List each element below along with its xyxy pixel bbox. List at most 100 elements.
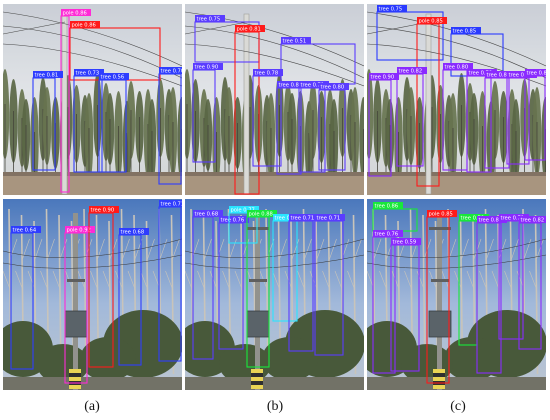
detection-label: tree 0.71 — [161, 202, 183, 208]
label-tag — [193, 63, 223, 70]
ground — [3, 172, 182, 195]
label-tag — [11, 226, 41, 233]
detection-tree: tree 0.71 — [498, 214, 529, 340]
label-tag — [467, 69, 497, 76]
ground — [3, 377, 182, 390]
label-tag — [443, 63, 473, 70]
label-tag — [373, 230, 403, 237]
detection-label: pole 0.86 — [63, 11, 87, 17]
detection-label: tree 0.85 — [453, 29, 477, 35]
detection-pole: pole 0.85 — [416, 17, 447, 187]
utility-pole — [425, 13, 432, 195]
panel-a-top: pole 0.86 pole 0.86 tree 0.81 tree 0.73 tree… — [3, 4, 182, 195]
label-tag — [373, 202, 403, 209]
utility-pole-transformer — [428, 213, 452, 390]
panel-b-bottom: tree 0.68 tree 0.76 pole 0.77 pole 0.88 tree… — [185, 199, 364, 390]
panel-b-top: tree 0.75 pole 0.81 tree 0.51 tree 0.90 tree… — [185, 4, 364, 195]
detection-label: pole 0.81 — [237, 27, 261, 33]
detection-tree: tree 0.76 — [218, 216, 249, 350]
label-tag — [219, 216, 249, 223]
detection-label: tree 0.71 — [501, 216, 525, 222]
detection-tree: tree 0.59 — [390, 238, 421, 372]
detection-label: tree 0.70 — [161, 69, 183, 75]
detection-tree: tree 0.64 — [10, 226, 41, 370]
detection-label: tree 0.71 — [291, 216, 315, 222]
detection-label: tree 0.79 — [469, 71, 493, 77]
label-tag — [193, 210, 223, 217]
caption-c: (c) — [450, 399, 466, 414]
detection-label: tree 0.51 — [283, 39, 307, 45]
panel-c-bottom: tree 0.86 tree 0.76 tree 0.59 pole 0.85 tree… — [367, 199, 546, 390]
detection-tree: tree 0.76 — [372, 230, 403, 374]
detection-label: tree 0.68 — [195, 212, 219, 218]
detection-label: pole 0.85 — [429, 212, 453, 218]
detection-label: tree 0.82 — [399, 69, 423, 75]
label-tag — [459, 214, 489, 221]
ground — [185, 377, 364, 390]
detection-label: pole 0.86 — [72, 23, 96, 29]
detection-tree: tree 0.70 — [158, 67, 183, 185]
detection-tree: tree 0.80 — [476, 216, 507, 374]
detection-label: tree 0.82 — [509, 73, 533, 79]
detection-tree: tree 0.71 — [314, 214, 345, 356]
detection-label: tree 0.90 — [371, 75, 395, 81]
detection-label: tree 0.75 — [379, 7, 403, 13]
detection-pole: pole 0.81 — [234, 25, 265, 195]
label-tag — [315, 214, 345, 221]
detection-label: tree 0.68 — [121, 230, 145, 236]
detection-label: tree 0.54 — [275, 216, 299, 222]
caption-a: (a) — [84, 399, 100, 414]
detection-label: tree 0.81 — [35, 73, 59, 79]
power-lines — [185, 238, 364, 269]
ground — [185, 172, 364, 195]
label-tag — [391, 238, 421, 245]
detection-tree: tree 0.68 — [118, 228, 149, 366]
detection-label: tree 0.86 — [487, 73, 511, 79]
label-tag — [195, 15, 225, 22]
detection-label: tree 0.75 — [197, 17, 221, 23]
detection-label: tree 0.76 — [221, 218, 245, 224]
label-tag — [319, 83, 349, 90]
label-tag — [70, 21, 100, 28]
detection-pole: pole 0.92 — [64, 226, 95, 384]
detection-tree: tree 0.56 — [98, 73, 129, 173]
detection-label: tree 0.82 — [521, 218, 545, 224]
label-tag — [277, 81, 307, 88]
panel-b-top-image: tree 0.75 pole 0.81 tree 0.51 tree 0.90 tree… — [185, 4, 364, 195]
detection-label: tree 0.80 — [479, 218, 503, 224]
label-tag — [299, 81, 329, 88]
detection-tree: tree 0.90 — [192, 63, 223, 163]
label-tag — [65, 226, 95, 233]
label-tag — [289, 214, 319, 221]
detection-tree: tree 0.90 — [368, 73, 399, 177]
detection-pole: pole 0.85 — [426, 210, 457, 384]
detection-tree: tree 0.82 — [276, 81, 307, 175]
label-tag — [485, 71, 515, 78]
label-tag — [525, 69, 546, 76]
label-tag — [159, 200, 182, 207]
label-tag — [119, 228, 149, 235]
label-tag — [247, 210, 277, 217]
detection-label: tree 0.83 — [527, 71, 547, 77]
detection-tree: tree 0.86 — [484, 71, 515, 169]
label-tag — [159, 67, 182, 74]
detection-tree: tree 0.83 — [524, 69, 547, 161]
detection-label: tree 0.59 — [393, 240, 417, 246]
bounding-box — [376, 11, 444, 61]
label-tag — [74, 69, 104, 76]
detection-label: tree 0.71 — [317, 216, 341, 222]
detection-label: tree 0.90 — [195, 65, 219, 71]
detection-label: tree 0.86 — [375, 204, 399, 210]
detection-label: pole 0.92 — [67, 228, 91, 234]
label-tag — [369, 73, 399, 80]
label-tag — [507, 71, 537, 78]
ground — [367, 377, 546, 390]
detection-tree: tree 0.82 — [396, 67, 427, 167]
detection-tree: tree 0.73 — [73, 69, 104, 173]
detection-label: tree 0.56 — [101, 75, 125, 81]
label-tag — [451, 27, 481, 34]
detection-label: pole 0.88 — [249, 212, 273, 218]
panel-a-bottom: tree 0.64 pole 0.92 tree 0.90 tree 0.68 tree… — [3, 199, 182, 390]
